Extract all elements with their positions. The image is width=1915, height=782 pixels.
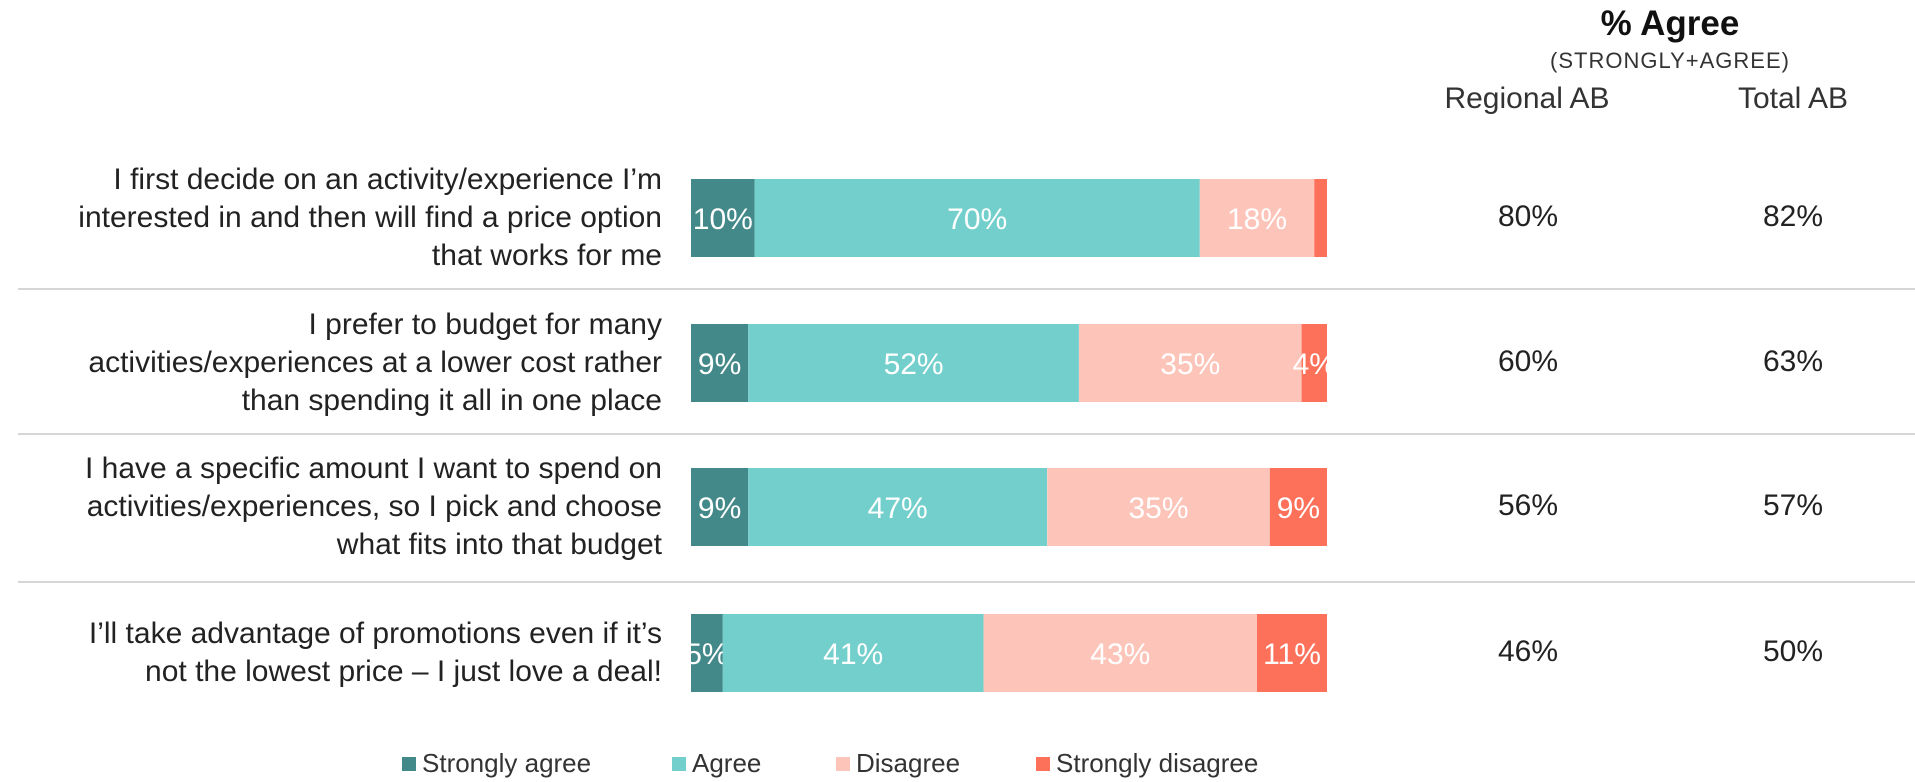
bar-segment-agree-row-2 bbox=[748, 324, 1079, 402]
bar-segment-disagree-row-4 bbox=[983, 614, 1258, 692]
legend-swatch bbox=[1036, 756, 1050, 771]
bar-label-strongly-agree-row-1: 10% bbox=[693, 203, 753, 236]
bar-label-strongly-agree-row-2: 9% bbox=[698, 348, 741, 381]
row-label-2: I prefer to budget for many activities/ex… bbox=[0, 306, 662, 420]
row-divider-2 bbox=[18, 433, 1915, 435]
bar-label-agree-row-4: 41% bbox=[823, 638, 883, 671]
bar-label-agree-row-1: 70% bbox=[947, 203, 1007, 236]
bar-label-agree-row-2: 52% bbox=[884, 348, 944, 381]
row-label-line: I have a specific amount I want to spend… bbox=[84, 452, 662, 485]
bar-segment-strongly-agree-row-1 bbox=[691, 179, 755, 257]
legend-label: Disagree bbox=[856, 748, 961, 778]
legend-swatch bbox=[672, 756, 686, 771]
legend-swatch bbox=[836, 756, 850, 771]
regional-ab-value-row-2: 60% bbox=[1497, 345, 1559, 378]
row-label-line: activities/experiences, so I pick and ch… bbox=[86, 490, 662, 523]
bar-segment-agree-row-4 bbox=[722, 614, 984, 692]
row-label-line: I first decide on an activity/experience… bbox=[113, 163, 662, 196]
bar-label-disagree-row-3: 35% bbox=[1128, 492, 1188, 525]
row-label-1: I first decide on an activity/experience… bbox=[0, 161, 662, 275]
bar-label-strongly-disagree-row-2: 4% bbox=[1293, 348, 1336, 381]
bar-label-disagree-row-4: 43% bbox=[1090, 638, 1150, 671]
row-label-line: not the lowest price – I just love a dea… bbox=[145, 655, 662, 688]
bar-segment-strongly-agree-row-2 bbox=[691, 324, 749, 402]
row-label-line: that works for me bbox=[431, 239, 662, 272]
row-divider-1 bbox=[18, 288, 1915, 290]
regional-ab-header: Regional AB bbox=[1444, 82, 1610, 115]
row-label-line: interested in and then will find a price… bbox=[78, 201, 662, 234]
legend-label: Strongly agree bbox=[422, 748, 592, 778]
total-ab-value-row-4: 50% bbox=[1762, 635, 1824, 668]
bar-segment-strongly-agree-row-4 bbox=[691, 614, 723, 692]
bar-segment-strongly-disagree-row-2 bbox=[1301, 324, 1327, 402]
legend-label: Strongly disagree bbox=[1056, 748, 1259, 778]
row-label-4: I’ll take advantage of promotions even i… bbox=[0, 615, 662, 691]
bar-label-strongly-disagree-row-4: 11% bbox=[1263, 638, 1321, 671]
agree-header-title: % Agree bbox=[1600, 4, 1740, 43]
bar-label-disagree-row-1: 18% bbox=[1227, 203, 1287, 236]
row-label-line: I’ll take advantage of promotions even i… bbox=[88, 617, 662, 650]
bar-segment-agree-row-3 bbox=[748, 468, 1048, 546]
legend-item-strongly-agree: Strongly agree bbox=[402, 748, 591, 779]
regional-ab-value-row-1: 80% bbox=[1497, 200, 1559, 233]
bar-segment-disagree-row-3 bbox=[1047, 468, 1270, 546]
total-ab-value-row-3: 57% bbox=[1762, 489, 1824, 522]
bar-segment-disagree-row-2 bbox=[1079, 324, 1302, 402]
bar-label-strongly-agree-row-4: 5% bbox=[685, 638, 728, 671]
total-ab-value-row-1: 82% bbox=[1762, 200, 1824, 233]
row-label-line: what fits into that budget bbox=[336, 528, 662, 561]
legend: Strongly agree Agree Disagree Strongly disa… bbox=[0, 748, 1915, 782]
bar-segment-disagree-row-1 bbox=[1199, 179, 1315, 257]
bar-label-strongly-disagree-row-3: 9% bbox=[1277, 492, 1320, 525]
legend-item-strongly-disagree: Strongly disagree bbox=[1036, 748, 1258, 779]
legend-swatch bbox=[402, 756, 416, 771]
row-label-line: activities/experiences at a lower cost r… bbox=[88, 346, 662, 379]
regional-ab-value-row-3: 56% bbox=[1497, 489, 1559, 522]
row-label-line: I prefer to budget for many bbox=[308, 308, 662, 341]
row-label-3: I have a specific amount I want to spend… bbox=[0, 450, 662, 564]
bar-label-disagree-row-2: 35% bbox=[1160, 348, 1220, 381]
bar-segment-strongly-agree-row-3 bbox=[691, 468, 749, 546]
legend-label: Agree bbox=[692, 748, 762, 778]
bar-segment-strongly-disagree-row-4 bbox=[1257, 614, 1327, 692]
row-label-line: than spending it all in one place bbox=[241, 384, 662, 417]
total-ab-header: Total AB bbox=[1737, 82, 1849, 115]
agree-header-subtitle: (STRONGLY+AGREE) bbox=[1550, 48, 1790, 73]
regional-ab-value-row-4: 46% bbox=[1497, 635, 1559, 668]
legend-item-agree: Agree bbox=[672, 748, 761, 779]
bar-label-strongly-agree-row-3: 9% bbox=[698, 492, 741, 525]
total-ab-value-row-2: 63% bbox=[1762, 345, 1824, 378]
row-divider-3 bbox=[18, 581, 1915, 583]
bar-label-agree-row-3: 47% bbox=[868, 492, 928, 525]
bar-segment-strongly-disagree-row-3 bbox=[1269, 468, 1327, 546]
bar-segment-strongly-disagree-row-1 bbox=[1314, 179, 1327, 257]
legend-item-disagree: Disagree bbox=[836, 748, 960, 779]
bar-segment-agree-row-1 bbox=[754, 179, 1200, 257]
